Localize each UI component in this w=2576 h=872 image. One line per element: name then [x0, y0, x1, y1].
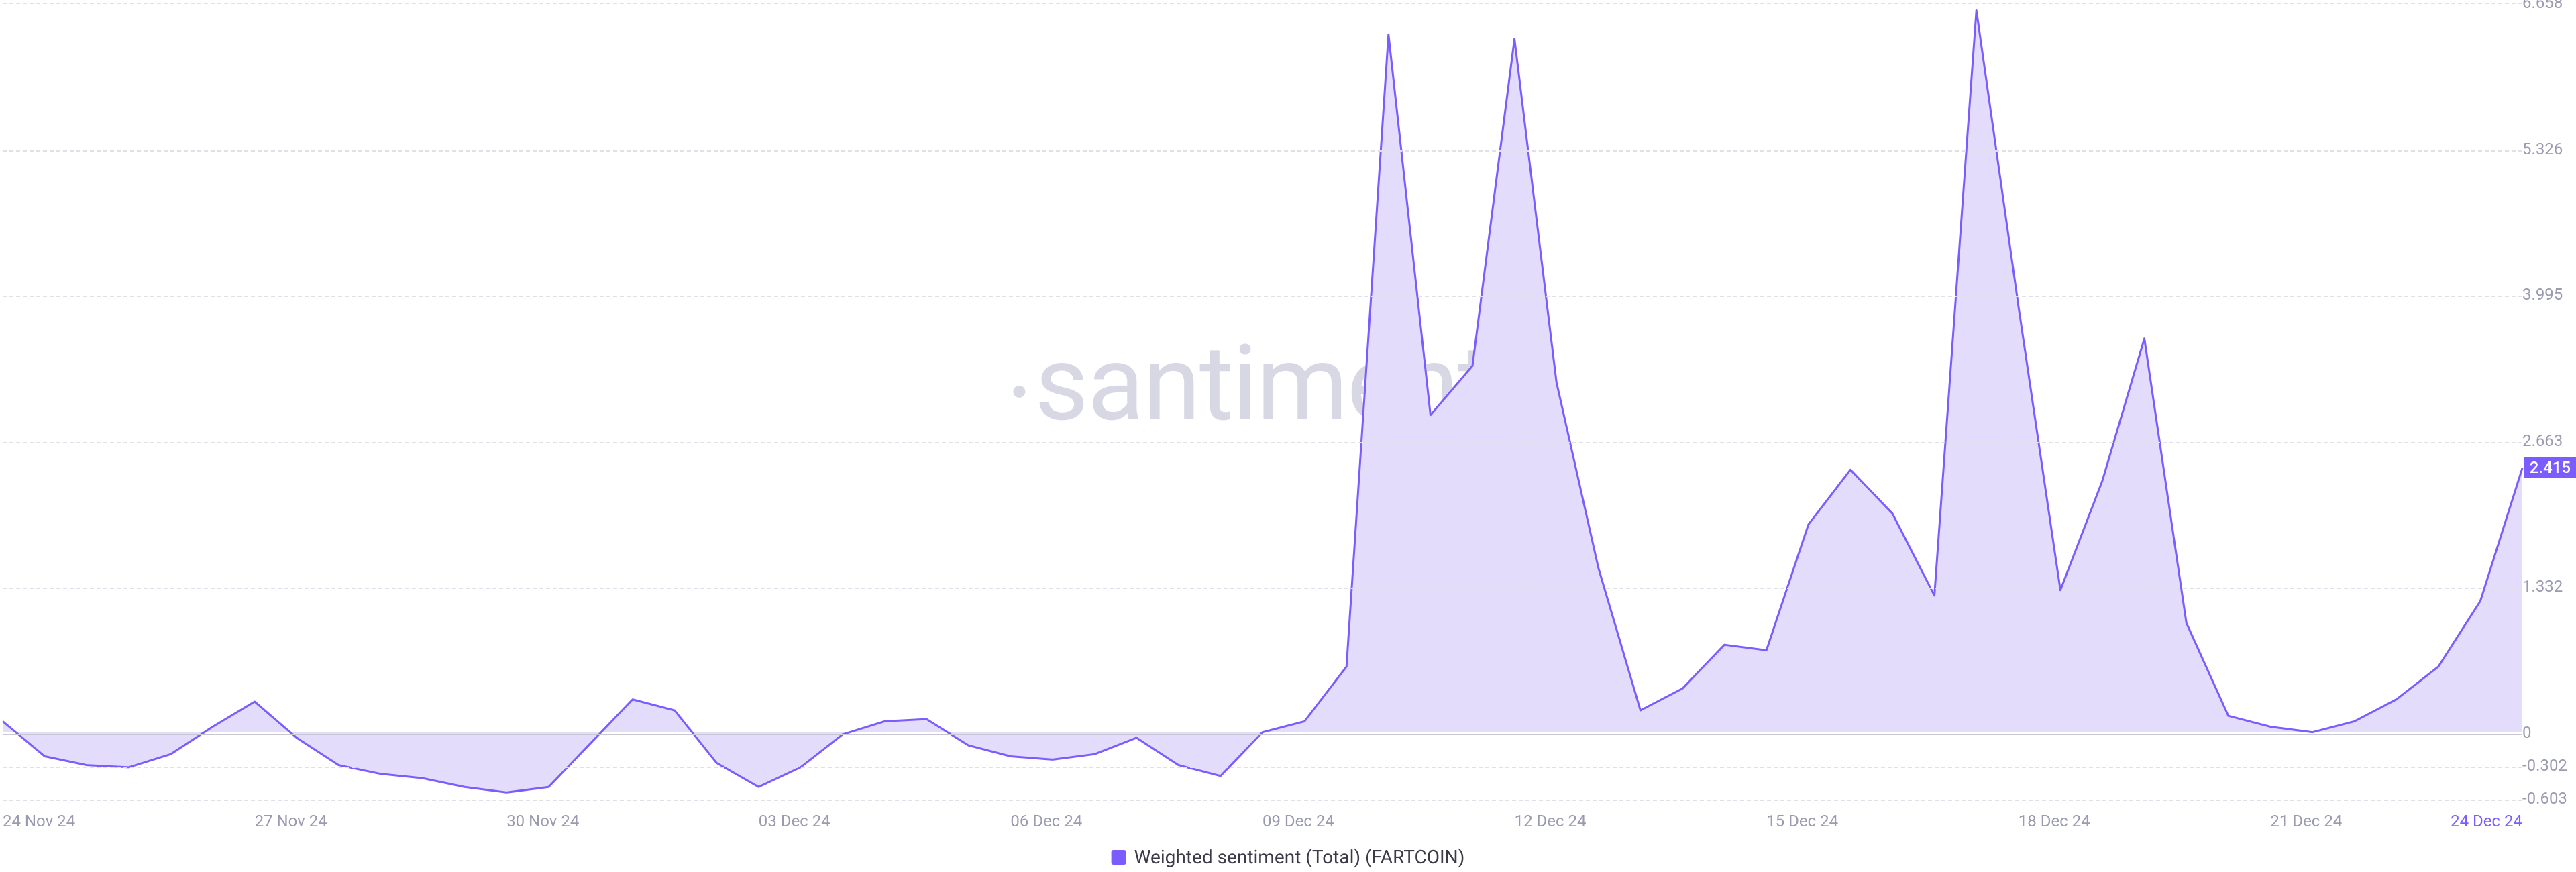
y-tick-label: 6.658: [2522, 0, 2572, 12]
y-tick-label: 1.332: [2522, 577, 2572, 596]
x-tick-label: 03 Dec 24: [759, 812, 830, 830]
x-tick-label: 09 Dec 24: [1263, 812, 1334, 830]
legend-swatch: [1112, 850, 1126, 865]
y-current-badge: 2.415: [2524, 457, 2576, 478]
legend-label: Weighted sentiment (Total) (FARTCOIN): [1134, 846, 1465, 868]
x-tick-label: 15 Dec 24: [1766, 812, 1838, 830]
gridline: [3, 442, 2522, 443]
x-tick-label: 30 Nov 24: [506, 812, 579, 830]
gridline: [3, 588, 2522, 589]
gridline: [3, 150, 2522, 152]
area-fill: [3, 10, 2522, 792]
gridline: [3, 296, 2522, 297]
y-tick-label: -0.302: [2522, 756, 2572, 775]
x-tick-label: 12 Dec 24: [1515, 812, 1587, 830]
gridline: [3, 767, 2522, 768]
legend: Weighted sentiment (Total) (FARTCOIN): [1112, 846, 1465, 868]
y-tick-label: 2.663: [2522, 431, 2572, 450]
x-tick-label: 27 Nov 24: [255, 812, 327, 830]
y-tick-label: 0: [2522, 723, 2572, 742]
y-tick-label: 5.326: [2522, 140, 2572, 158]
x-tick-label: 21 Dec 24: [2270, 812, 2342, 830]
x-tick-label: 24 Dec 24: [2451, 812, 2522, 830]
x-tick-label: 18 Dec 24: [2019, 812, 2090, 830]
x-tick-label: 06 Dec 24: [1010, 812, 1082, 830]
y-tick-label: -0.603: [2522, 789, 2572, 808]
sentiment-chart: santiment 6.658 5.326 3.995 2.663 1.332 0 -0.3…: [0, 0, 2576, 872]
plot-area: santiment: [3, 3, 2522, 798]
gridline: [3, 800, 2522, 801]
area-series: [3, 4, 2522, 798]
y-tick-label: 3.995: [2522, 285, 2572, 304]
zero-line: [3, 734, 2522, 735]
x-tick-label: 24 Nov 24: [3, 812, 75, 830]
